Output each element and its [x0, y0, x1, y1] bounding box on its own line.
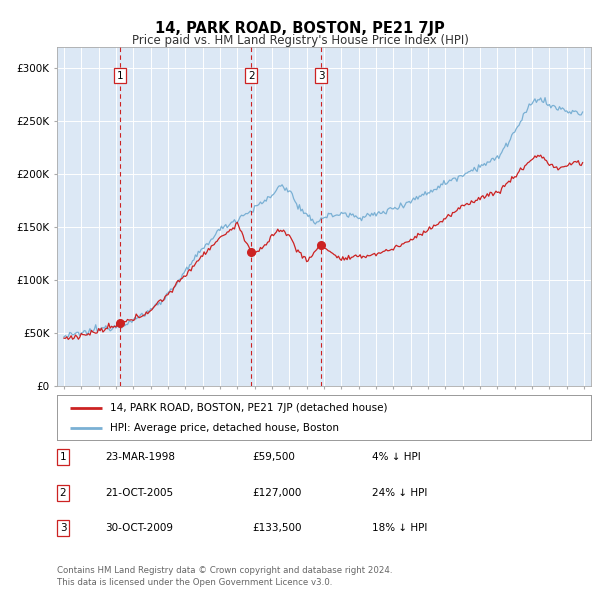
Text: £133,500: £133,500 [252, 523, 302, 533]
Text: 4% ↓ HPI: 4% ↓ HPI [372, 453, 421, 462]
Text: Contains HM Land Registry data © Crown copyright and database right 2024.
This d: Contains HM Land Registry data © Crown c… [57, 566, 392, 587]
Text: 18% ↓ HPI: 18% ↓ HPI [372, 523, 427, 533]
Text: £59,500: £59,500 [252, 453, 295, 462]
Text: 21-OCT-2005: 21-OCT-2005 [105, 488, 173, 497]
Text: 23-MAR-1998: 23-MAR-1998 [105, 453, 175, 462]
Text: 2: 2 [59, 488, 67, 497]
Text: HPI: Average price, detached house, Boston: HPI: Average price, detached house, Bost… [110, 424, 340, 434]
Text: Price paid vs. HM Land Registry's House Price Index (HPI): Price paid vs. HM Land Registry's House … [131, 34, 469, 47]
Text: 2: 2 [248, 71, 254, 81]
Text: 30-OCT-2009: 30-OCT-2009 [105, 523, 173, 533]
Text: 3: 3 [318, 71, 325, 81]
Text: 1: 1 [59, 453, 67, 462]
Text: 14, PARK ROAD, BOSTON, PE21 7JP (detached house): 14, PARK ROAD, BOSTON, PE21 7JP (detache… [110, 403, 388, 412]
Text: 24% ↓ HPI: 24% ↓ HPI [372, 488, 427, 497]
Text: £127,000: £127,000 [252, 488, 301, 497]
Text: 3: 3 [59, 523, 67, 533]
Text: 1: 1 [116, 71, 123, 81]
Text: 14, PARK ROAD, BOSTON, PE21 7JP: 14, PARK ROAD, BOSTON, PE21 7JP [155, 21, 445, 35]
